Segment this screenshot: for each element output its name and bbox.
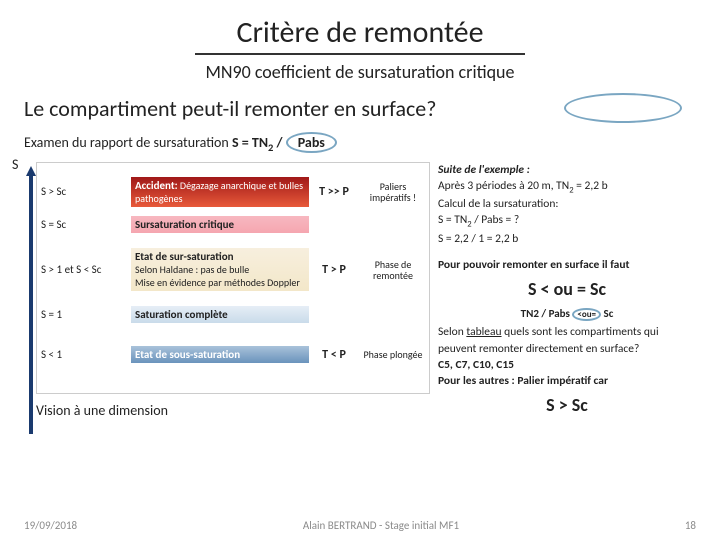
suite-heading: Suite de l'exemple : [438,162,696,178]
example-line-3: S = TN2 / Pabs = ? [438,212,696,230]
slide-footer: 19/09/2018 Alain BERTRAND - Stage initia… [24,519,696,532]
formula-slash: / [273,134,285,151]
examen-prefix: Examen du rapport de sursaturation [24,134,232,151]
example-line-4: S = 2,2 / 1 = 2,2 b [438,231,696,247]
chart-row-label: S < 1 [37,348,131,361]
examen-line: Examen du rapport de sursaturation S = T… [24,132,696,154]
example-line-1: Après 3 périodes à 20 m, TN2 = 2,2 b [438,178,696,196]
equation-small: TN2 / Pabs <ou= Sc [438,306,696,321]
chart-row: S < 1Etat de sous-saturationT < PPhase p… [37,327,429,383]
subtitle: MN90 coefficient de sursaturation critiq… [24,61,696,83]
equation-s-gt-sc: S > Sc [438,393,696,418]
s-axis-label: S [12,156,18,173]
surface-condition-intro: Pour pouvoir remonter en surface il faut [438,257,696,273]
chart-row-label: S > Sc [37,185,131,198]
chart-row-body: Etat de sous-saturation [131,346,309,363]
tableau-link: tableau [466,325,501,339]
chart-row: S = ScSursaturation critique [37,213,429,237]
chart-phase-label: Paliers impératifs ! [359,181,429,203]
left-column: S S > ScAccident: Dégazage anarchique et… [24,162,430,422]
title-underline [195,53,525,55]
chart-phase-label: Phase de remontée [359,259,429,281]
chart-row-body: Sursaturation critique [131,216,309,233]
lt-eq-oval: <ou= [572,308,601,321]
chart-tp-label: T >> P [309,185,359,199]
chart-tp-label: T < P [309,348,359,362]
surface-circle-annotation [564,93,682,123]
axis-arrow-stem [29,174,33,434]
pabs-circle: Pabs [286,132,337,153]
slide-title: Critère de remontée [24,14,696,51]
footer-date: 19/09/2018 [24,519,77,532]
question-text: Le compartiment peut-il remonter en surf… [24,95,436,122]
saturation-chart: S > ScAccident: Dégazage anarchique et b… [36,162,430,394]
footer-page: 18 [685,519,696,532]
question-line: Le compartiment peut-il remonter en surf… [24,95,696,122]
chart-tp-label: T > P [309,263,359,277]
tableau-line: Selon tableau quels sont les compartimen… [438,324,696,356]
chart-row: S > 1 et S < ScEtat de sur-saturation Se… [37,237,429,303]
content-row: S S > ScAccident: Dégazage anarchique et… [24,162,696,422]
equation-s-lt-sc: S < ou = Sc [438,277,696,302]
right-column: Suite de l'exemple : Après 3 périodes à … [438,162,696,422]
example-line-2: Calcul de la sursaturation: [438,196,696,212]
formula-s: S = TN [232,134,268,151]
footer-center: Alain BERTRAND - Stage initial MF1 [303,519,459,532]
chart-row-label: S = Sc [37,218,131,231]
chart-row-body: Etat de sur-saturation Selon Haldane : p… [131,248,309,291]
slide-container: Critère de remontée MN90 coefficient de … [0,0,720,540]
chart-row: S > ScAccident: Dégazage anarchique et b… [37,171,429,213]
chart-row-body: Saturation complète [131,306,309,323]
chart-row-label: S > 1 et S < Sc [37,263,131,276]
chart-row-body: Accident: Dégazage anarchique et bulles … [131,177,309,207]
palier-line: Pour les autres : Palier impératif car [438,373,696,389]
chart-row-label: S = 1 [37,308,131,321]
chart-phase-label: Phase plongée [359,349,429,360]
compartments-list: C5, C7, C10, C15 [438,357,696,373]
chart-caption: Vision à une dimension [36,402,430,419]
chart-row: S = 1Saturation complète [37,303,429,327]
